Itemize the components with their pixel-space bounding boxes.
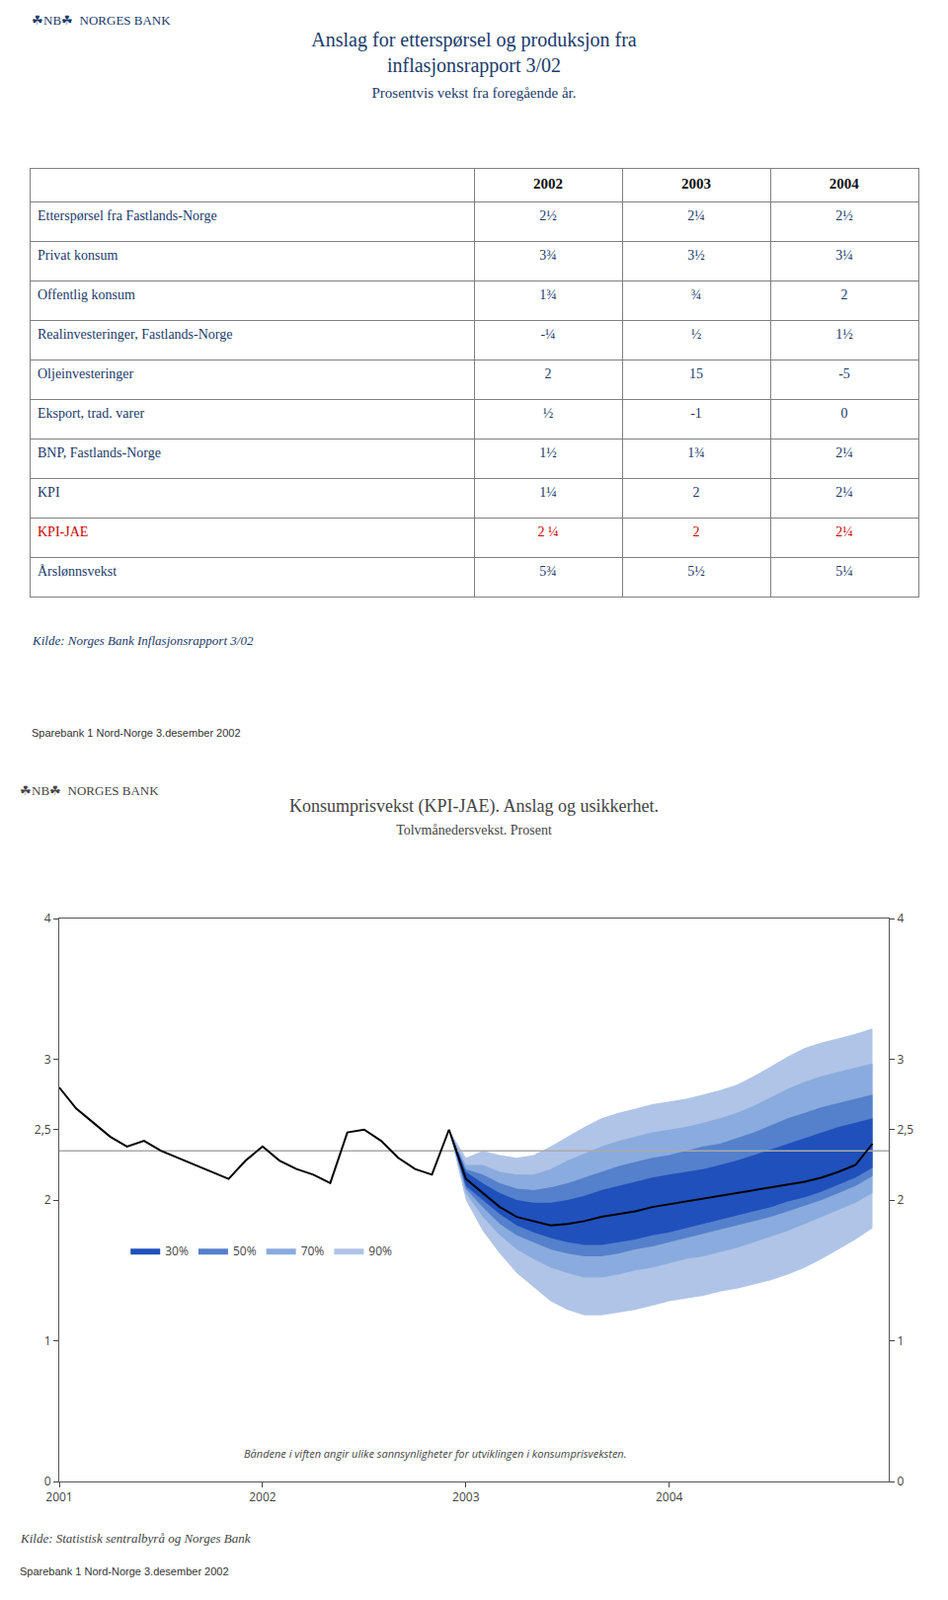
svg-text:2001: 2001 [45,1488,73,1505]
svg-text:30%: 30% [164,1242,189,1260]
svg-text:Årslønnsvekst: Årslønnsvekst [37,563,117,579]
svg-text:2: 2 [896,1190,904,1208]
svg-text:2: 2 [841,287,849,303]
svg-text:5¾: 5¾ [539,563,557,579]
svg-text:BNP, Fastlands-Norge: BNP, Fastlands-Norge [37,445,161,461]
svg-text:0: 0 [841,405,849,421]
svg-text:2 ¼: 2 ¼ [538,524,559,540]
svg-text:2: 2 [693,484,701,500]
svg-text:2½: 2½ [539,208,557,224]
svg-text:0: 0 [44,1472,52,1490]
svg-text:2¼: 2¼ [835,484,854,500]
svg-text:2: 2 [693,524,701,540]
svg-text:5¼: 5¼ [835,563,854,579]
svg-text:2004: 2004 [829,175,861,192]
svg-text:½: ½ [543,405,554,421]
svg-text:2¼: 2¼ [835,445,854,461]
svg-text:Sparebank 1 Nord-Norge 3.desem: Sparebank 1 Nord-Norge 3.desember 2002 [31,726,241,739]
svg-text:KPI-JAE: KPI-JAE [37,524,88,540]
svg-text:3: 3 [44,1050,52,1068]
svg-text:2,5: 2,5 [896,1120,914,1138]
svg-text:2002: 2002 [248,1488,277,1505]
svg-text:1: 1 [896,1332,904,1349]
svg-text:2,5: 2,5 [34,1120,52,1138]
svg-text:3½: 3½ [687,247,706,263]
svg-text:☘NB☘ NORGES BANK: ☘NB☘ NORGES BANK [31,12,171,28]
svg-text:☘NB☘ NORGES BANK: ☘NB☘ NORGES BANK [19,783,159,798]
svg-text:Kilde: Statistisk sentralbyrå: Kilde: Statistisk sentralbyrå og Norges … [19,1530,251,1546]
svg-text:2003: 2003 [452,1488,480,1505]
svg-text:-1: -1 [690,405,703,421]
svg-text:-5: -5 [838,366,851,382]
svg-text:-¼: -¼ [540,326,555,342]
svg-text:2004: 2004 [655,1488,684,1505]
svg-text:2: 2 [545,366,553,382]
svg-text:2003: 2003 [681,175,711,192]
svg-text:1: 1 [44,1332,52,1349]
svg-text:4: 4 [44,909,52,927]
svg-text:90%: 90% [368,1242,393,1260]
svg-text:Båndene i viften angir ulike s: Båndene i viften angir ulike sannsynligh… [243,1445,627,1461]
svg-text:Etterspørsel fra Fastlands-Nor: Etterspørsel fra Fastlands-Norge [37,208,218,224]
svg-text:3¼: 3¼ [835,247,854,263]
svg-text:Sparebank 1 Nord-Norge 3.desem: Sparebank 1 Nord-Norge 3.desember 2002 [19,1565,230,1578]
svg-text:1½: 1½ [835,326,854,342]
svg-text:2¼: 2¼ [835,524,854,540]
svg-text:1¾: 1¾ [687,445,706,461]
svg-text:2½: 2½ [835,208,854,224]
svg-text:KPI: KPI [37,484,61,500]
svg-text:Konsumprisvekst (KPI-JAE). Ans: Konsumprisvekst (KPI-JAE). Anslag og usi… [289,795,659,838]
svg-text:3: 3 [896,1050,904,1068]
svg-text:2: 2 [44,1190,52,1208]
svg-text:Offentlig konsum: Offentlig konsum [37,287,136,303]
svg-text:1¾: 1¾ [539,287,557,303]
svg-text:2¼: 2¼ [687,208,706,224]
svg-text:Eksport, trad. varer: Eksport, trad. varer [37,405,145,421]
svg-text:Privat konsum: Privat konsum [37,247,118,263]
svg-text:15: 15 [689,366,704,382]
svg-text:50%: 50% [233,1242,257,1260]
svg-text:2002: 2002 [533,175,563,192]
svg-text:Kilde: Norges Bank Inflasjonsr: Kilde: Norges Bank Inflasjonsrapport 3/0… [31,632,254,648]
svg-text:5½: 5½ [687,563,706,579]
svg-text:Oljeinvesteringer: Oljeinvesteringer [37,366,135,382]
svg-text:1¼: 1¼ [539,484,557,500]
svg-text:Anslag for etterspørsel og pro: Anslag for etterspørsel og produksjon fr… [311,28,636,101]
svg-text:4: 4 [896,909,904,927]
svg-text:½: ½ [691,326,703,342]
svg-text:Realinvesteringer, Fastlands-N: Realinvesteringer, Fastlands-Norge [37,326,233,342]
svg-text:3¾: 3¾ [539,247,557,263]
svg-text:¾: ¾ [691,287,703,303]
svg-text:0: 0 [896,1472,904,1490]
svg-text:70%: 70% [301,1242,325,1260]
svg-text:1½: 1½ [539,445,557,461]
